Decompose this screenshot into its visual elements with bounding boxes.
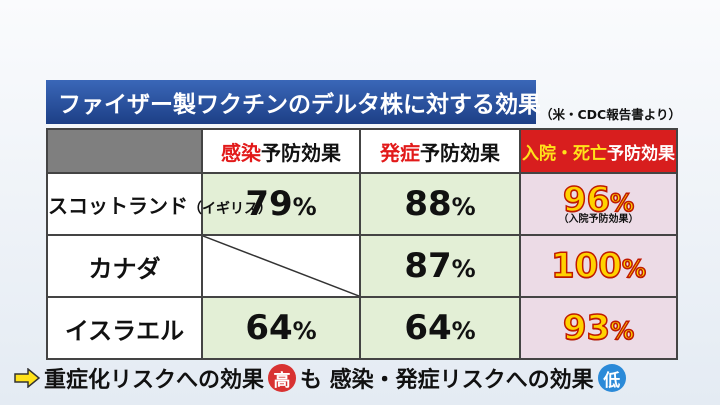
vaccine-efficacy-table: 感染予防効果 発症予防効果 入院・死亡予防効果 スコットランド（イギリス） 79… xyxy=(46,128,678,360)
bottom-caption: 重症化リスクへの効果 高 も 感染・発症リスクへの効果 低 xyxy=(14,360,630,396)
header-death: 入院・死亡予防効果 xyxy=(519,128,678,174)
cell-canada-death: 100% xyxy=(519,234,678,298)
caption-part2: も 感染・発症リスクへの効果 xyxy=(300,368,594,393)
table-row: イスラエル 64% 64% 93% xyxy=(46,296,678,360)
header-infection: 感染予防効果 xyxy=(201,128,361,174)
cell-israel-onset: 64% xyxy=(359,296,521,360)
caption-part1: 重症化リスクへの効果 xyxy=(44,368,265,393)
high-badge: 高 xyxy=(268,364,297,392)
low-badge: 低 xyxy=(597,364,626,392)
header-onset: 発症予防効果 xyxy=(359,128,521,174)
row-label-canada: カナダ xyxy=(46,234,203,298)
cell-scotland-death: 96% （入院予防効果） xyxy=(519,172,678,236)
cell-israel-infection: 64% xyxy=(201,296,361,360)
cell-canada-onset: 87% xyxy=(359,234,521,298)
row-label-israel: イスラエル xyxy=(46,296,203,360)
corner-cell xyxy=(46,128,203,174)
diagonal-line xyxy=(203,236,359,296)
source-note: （米・CDC報告書より） xyxy=(540,107,681,122)
cell-canada-infection-empty xyxy=(201,234,361,298)
title-bar: ファイザー製ワクチンのデルタ株に対する効果 xyxy=(46,80,541,124)
header-row: 感染予防効果 発症予防効果 入院・死亡予防効果 xyxy=(46,128,678,174)
cell-scotland-onset: 88% xyxy=(359,172,521,236)
hospitalization-note: （入院予防効果） xyxy=(558,214,639,225)
cell-scotland-infection: 79% xyxy=(201,172,361,236)
page-title: ファイザー製ワクチンのデルタ株に対する効果 xyxy=(58,92,541,118)
row-label-scotland: スコットランド（イギリス） xyxy=(46,172,272,236)
right-arrow-icon xyxy=(14,368,40,388)
table-row: カナダ 87% 100% xyxy=(46,234,678,298)
table-row: スコットランド（イギリス） 79% 88% 96% （入院予防効果） xyxy=(46,172,678,236)
cell-israel-death: 93% xyxy=(519,296,678,360)
